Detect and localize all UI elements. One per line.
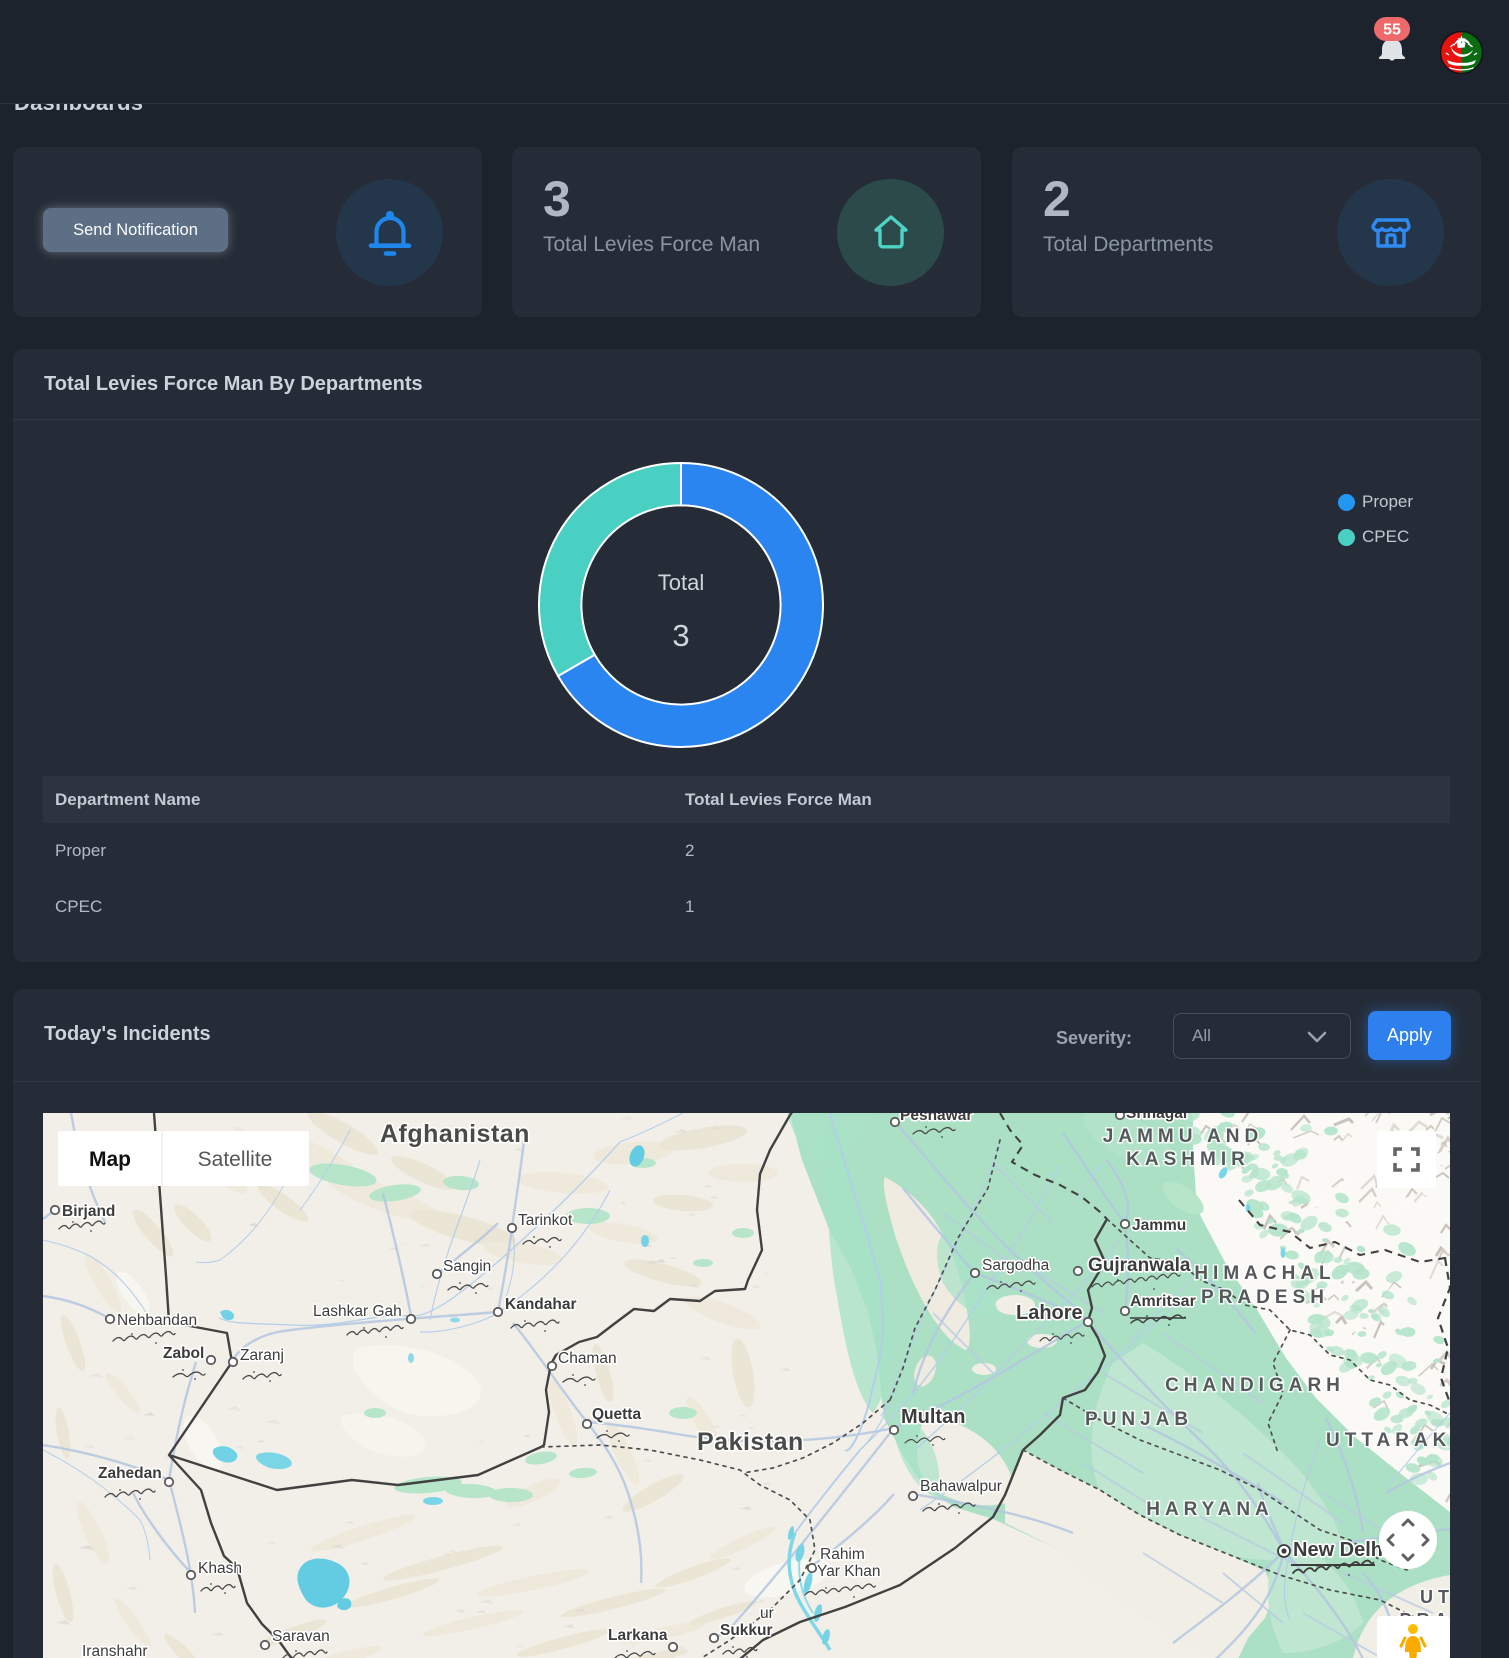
svg-text:Kandahar: Kandahar [505,1296,577,1313]
svg-text:ur: ur [760,1605,774,1622]
svg-text:Lashkar Gah: Lashkar Gah [313,1303,402,1320]
svg-text:Afghanistan: Afghanistan [380,1120,530,1148]
svg-text:Khash: Khash [198,1560,242,1577]
svg-text:3: 3 [672,618,689,653]
svg-text:Chaman: Chaman [558,1350,617,1367]
svg-text:Gujranwala: Gujranwala [1088,1255,1191,1276]
svg-text:PUNJAB: PUNJAB [1085,1409,1193,1430]
svg-text:Saravan: Saravan [272,1628,330,1645]
svg-text:Birjand: Birjand [62,1203,115,1220]
svg-text:Pakistan: Pakistan [697,1428,804,1456]
svg-text:New Delhi: New Delhi [1293,1539,1389,1561]
svg-text:JAMMU AND: JAMMU AND [1103,1126,1263,1147]
svg-text:Multan: Multan [901,1406,965,1428]
svg-text:Peshawar: Peshawar [900,1113,972,1124]
svg-text:Bahawalpur: Bahawalpur [920,1478,1002,1495]
svg-text:HARYANA: HARYANA [1146,1499,1274,1520]
svg-text:Satellite: Satellite [198,1148,273,1171]
svg-text:KASHMIR: KASHMIR [1126,1149,1250,1170]
svg-text:HIMACHAL: HIMACHAL [1194,1263,1335,1284]
svg-text:UT: UT [1420,1587,1450,1607]
svg-text:Zaranj: Zaranj [240,1347,284,1364]
svg-text:Iranshahr: Iranshahr [82,1643,147,1658]
svg-text:Srinagar: Srinagar [1126,1113,1189,1122]
svg-text:CHANDIGARH: CHANDIGARH [1165,1375,1345,1396]
svg-text:Quetta: Quetta [592,1406,641,1423]
svg-text:Lahore: Lahore [1016,1302,1083,1324]
svg-text:Zahedan: Zahedan [98,1465,162,1482]
svg-text:UTTARAKHA: UTTARAKHA [1326,1430,1450,1451]
svg-text:Nehbandan: Nehbandan [117,1312,197,1329]
svg-text:Sukkur: Sukkur [720,1622,773,1639]
svg-text:Jammu: Jammu [1132,1217,1186,1234]
svg-text:Tarinkot: Tarinkot [518,1212,573,1229]
svg-text:Rahim: Rahim [820,1546,865,1563]
svg-text:Sargodha: Sargodha [982,1257,1050,1274]
svg-text:Amritsar: Amritsar [1130,1293,1196,1310]
svg-text:Yar Khan: Yar Khan [817,1563,880,1580]
svg-text:Total: Total [658,570,704,595]
svg-text:Larkana: Larkana [608,1627,668,1644]
svg-text:Zabol: Zabol [163,1345,204,1362]
svg-text:Map: Map [89,1148,131,1171]
svg-text:PRADESH: PRADESH [1201,1287,1329,1308]
svg-text:Sangin: Sangin [443,1258,491,1275]
svg-text:55: 55 [1383,22,1401,39]
